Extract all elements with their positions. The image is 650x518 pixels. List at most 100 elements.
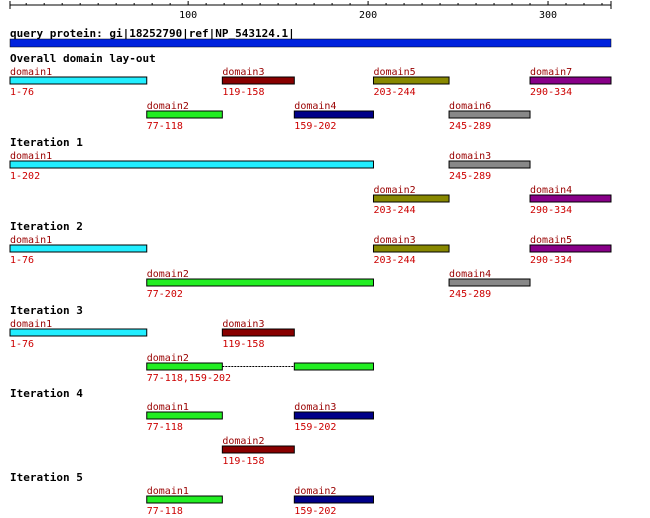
- domain-domain1: domain1 77-118: [146, 402, 223, 433]
- domain-bar-segment: [9, 328, 148, 337]
- domain-range-label: 203-244: [373, 255, 415, 266]
- domain-name-label: domain3: [449, 151, 491, 162]
- domain-name-label: domain2: [294, 486, 336, 497]
- domain-domain1: domain1 1-76: [9, 67, 148, 98]
- domain-name-label: domain3: [373, 235, 415, 246]
- domain-range-label: 1-76: [10, 255, 34, 266]
- domain-name-label: domain5: [373, 67, 415, 78]
- domain-bar-segment: [293, 495, 374, 504]
- domain-range-label: 245-289: [449, 121, 491, 132]
- domain-bar-segment: [448, 110, 531, 119]
- domain-domain3: domain3 119-158: [221, 319, 295, 350]
- section-iteration-5: Iteration 5 domain1 77-118 domain2 159-202: [10, 471, 374, 517]
- domain-bar-segment: [529, 76, 612, 85]
- domain-bar-segment: [9, 244, 148, 253]
- section-title: Iteration 3: [10, 304, 83, 317]
- domain-range-label: 159-202: [294, 506, 336, 517]
- section-iteration-2: Iteration 2domain11-76domain3203-244doma…: [9, 220, 612, 300]
- domain-range-label: 119-158: [222, 87, 264, 98]
- domain-range-label: 290-334: [530, 87, 572, 98]
- section-title: Iteration 2: [10, 220, 83, 233]
- domain-bar-segment: [221, 445, 295, 454]
- section-iteration-3: Iteration 3domain11-76domain3119-158doma…: [9, 304, 374, 384]
- domain-name-label: domain4: [530, 185, 572, 196]
- domain-domain2: domain2 159-202: [293, 486, 374, 517]
- domain-range-label: 77-118,159-202: [147, 373, 231, 384]
- section-iteration-4: Iteration 4domain177-118domain3159-202do…: [10, 387, 374, 467]
- domain-bar-segment: [372, 194, 450, 203]
- domain-bar-segment: [146, 495, 223, 504]
- domain-bar-segment: [146, 411, 223, 420]
- domain-name-label: domain7: [530, 67, 572, 78]
- domain-bar-segment: [529, 194, 612, 203]
- domain-bar-segment: [221, 76, 295, 85]
- domain-bar-segment: [146, 278, 374, 287]
- domain-range-label: 203-244: [373, 87, 415, 98]
- domain-name-label: domain2: [147, 101, 189, 112]
- domain-bar-segment: [529, 244, 612, 253]
- domain-name-label: domain1: [147, 486, 189, 497]
- domain-range-label: 290-334: [530, 205, 572, 216]
- domain-domain1: domain1 1-76: [9, 319, 148, 350]
- domain-name-label: domain1: [10, 235, 52, 246]
- domain-bar-segment: [372, 76, 450, 85]
- domain-bar-segment: [146, 362, 223, 371]
- domain-range-label: 159-202: [294, 121, 336, 132]
- section-title: Iteration 1: [10, 136, 83, 149]
- domain-name-label: domain1: [10, 67, 52, 78]
- domain-bar-segment: [221, 328, 295, 337]
- ruler: 100 200 300: [9, 1, 612, 21]
- domain-range-label: 119-158: [222, 339, 264, 350]
- domain-domain2: domain2 77-118,159-202: [146, 353, 374, 384]
- domain-range-label: 1-202: [10, 171, 40, 182]
- domain-domain7: domain7 290-334: [529, 67, 612, 98]
- domain-domain3: domain3 203-244: [372, 235, 450, 266]
- domain-range-label: 1-76: [10, 87, 34, 98]
- domain-bar-segment: [448, 160, 531, 169]
- domain-name-label: domain3: [294, 402, 336, 413]
- domain-domain4: domain4 159-202: [293, 101, 374, 132]
- domain-domain2: domain2 119-158: [221, 436, 295, 467]
- domain-domain2: domain2 203-244: [372, 185, 450, 216]
- domain-domain3: domain3 119-158: [221, 67, 295, 98]
- domain-name-label: domain3: [222, 67, 264, 78]
- domain-domain1: domain1 1-76: [9, 235, 148, 266]
- domain-domain3: domain3 159-202: [293, 402, 374, 433]
- domain-name-label: domain2: [222, 436, 264, 447]
- domain-domain2: domain2 77-202: [146, 269, 374, 300]
- domain-domain5: domain5 203-244: [372, 67, 450, 98]
- ruler-tick-label: 200: [359, 10, 377, 21]
- query-protein-label: query protein: gi|18252790|ref|NP_543124…: [10, 27, 295, 40]
- section-title: Iteration 5: [10, 471, 83, 484]
- section-title: Iteration 4: [10, 387, 83, 400]
- domain-range-label: 77-202: [147, 289, 183, 300]
- domain-range-label: 77-118: [147, 422, 183, 433]
- domain-name-label: domain2: [147, 269, 189, 280]
- domain-range-label: 203-244: [373, 205, 415, 216]
- domain-bar-segment: [293, 110, 374, 119]
- domain-range-label: 245-289: [449, 171, 491, 182]
- domain-range-label: 159-202: [294, 422, 336, 433]
- domain-bar-segment: [293, 411, 374, 420]
- query-protein-bar-group: [9, 38, 612, 48]
- domain-name-label: domain6: [449, 101, 491, 112]
- domain-name-label: domain4: [449, 269, 491, 280]
- domain-bar-segment: [146, 110, 223, 119]
- domain-name-label: domain3: [222, 319, 264, 330]
- domain-range-label: 245-289: [449, 289, 491, 300]
- domain-bar-segment: [9, 76, 148, 85]
- domain-name-label: domain1: [10, 319, 52, 330]
- domain-name-label: domain4: [294, 101, 336, 112]
- section-overall: Overall domain lay-out domain1 1-76 domain3…: [9, 52, 612, 132]
- domain-name-label: domain2: [147, 353, 189, 364]
- ruler-tick-label: 300: [539, 10, 557, 21]
- domain-domain5: domain5 290-334: [529, 235, 612, 266]
- domain-bar-segment: [293, 362, 374, 371]
- query-protein-bar: [9, 38, 612, 48]
- domain-bar-segment: [448, 278, 531, 287]
- domain-domain1: domain1 1-202: [9, 151, 374, 182]
- domain-name-label: domain2: [373, 185, 415, 196]
- domain-domain2: domain2 77-118: [146, 101, 223, 132]
